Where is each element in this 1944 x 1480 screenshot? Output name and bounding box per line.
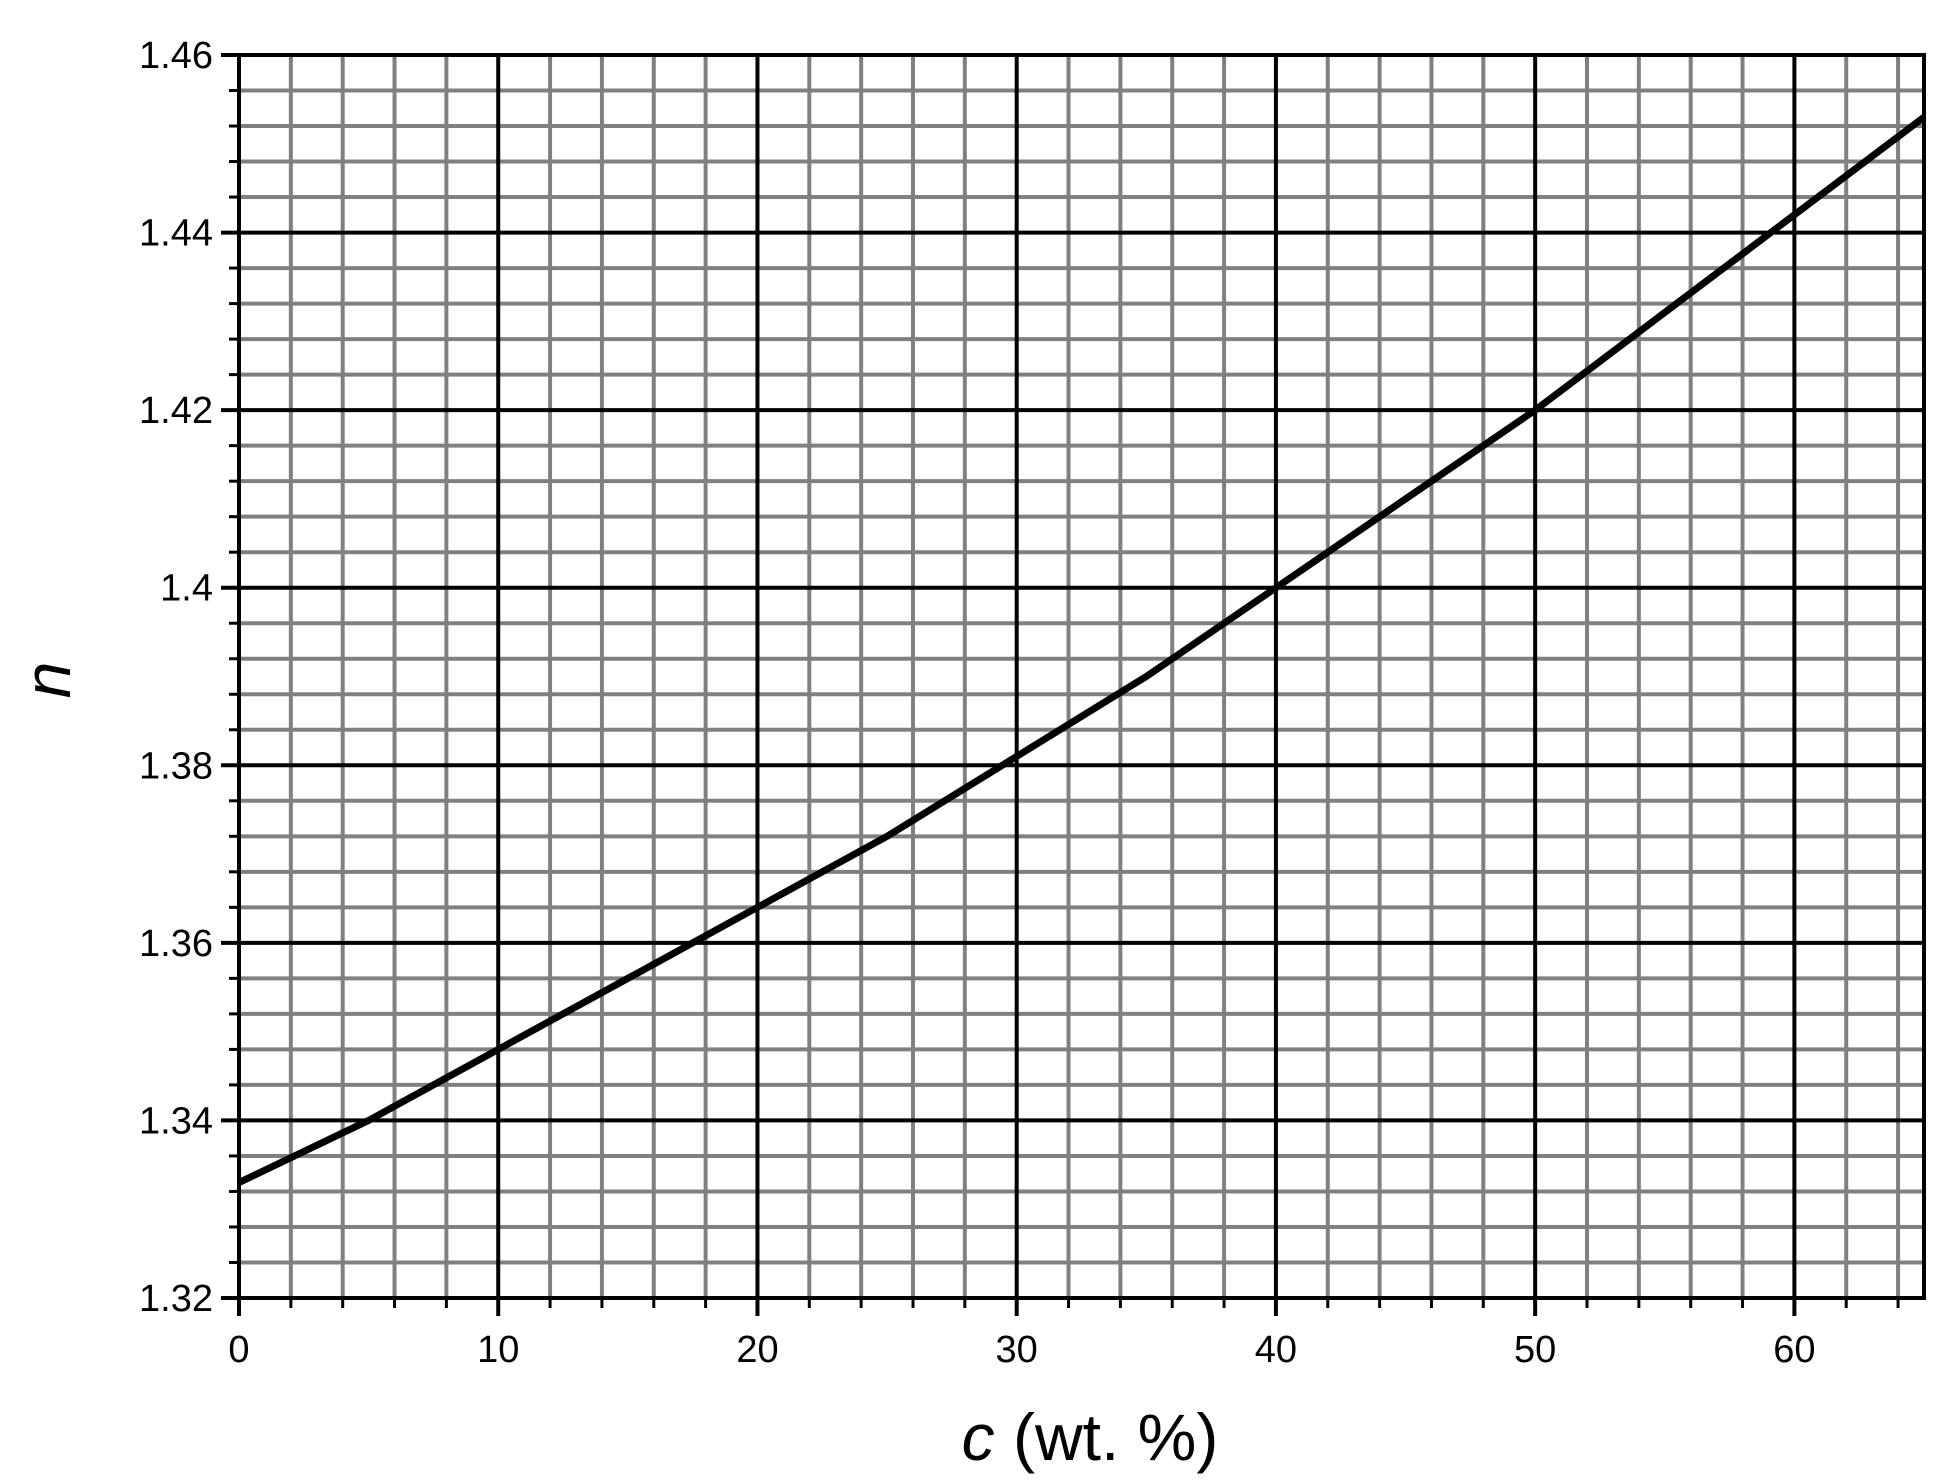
y-tick-label: 1.42 [139, 390, 213, 432]
y-tick-label: 1.4 [160, 568, 213, 610]
x-tick-label: 50 [1514, 1329, 1556, 1371]
y-tick-label: 1.38 [139, 745, 213, 787]
y-tick-label: 1.36 [139, 923, 213, 965]
x-tick-label: 20 [736, 1329, 778, 1371]
x-tick-label: 60 [1773, 1329, 1815, 1371]
x-tick-label: 30 [996, 1329, 1038, 1371]
x-unit: (wt. %) [1013, 1400, 1218, 1474]
x-tick-label: 0 [228, 1329, 249, 1371]
y-axis-label: n [10, 662, 84, 699]
y-tick-label: 1.32 [139, 1278, 213, 1320]
y-tick-label: 1.46 [139, 35, 213, 77]
x-tick-label: 10 [477, 1329, 519, 1371]
data-line [237, 114, 1927, 1186]
plot-frame [237, 53, 1926, 1300]
x-variable: c [962, 1400, 995, 1474]
y-tick-label: 1.34 [139, 1100, 213, 1142]
x-tick-label: 40 [1255, 1329, 1297, 1371]
x-axis-label: c (wt. %) [962, 1400, 1219, 1474]
plot-area [237, 114, 1927, 1186]
grid: 0 10 20 30 40 50 60 1.32 1.34 1.36 1.38 1.4 1.42 1.44… [139, 35, 1926, 1371]
y-tick-label: 1.44 [139, 213, 213, 255]
